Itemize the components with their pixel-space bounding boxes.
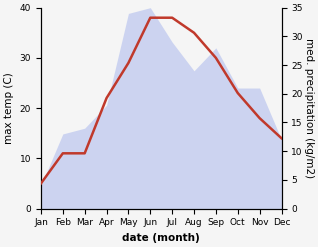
Y-axis label: max temp (C): max temp (C) xyxy=(4,72,14,144)
Y-axis label: med. precipitation (kg/m2): med. precipitation (kg/m2) xyxy=(304,38,314,178)
X-axis label: date (month): date (month) xyxy=(122,233,200,243)
